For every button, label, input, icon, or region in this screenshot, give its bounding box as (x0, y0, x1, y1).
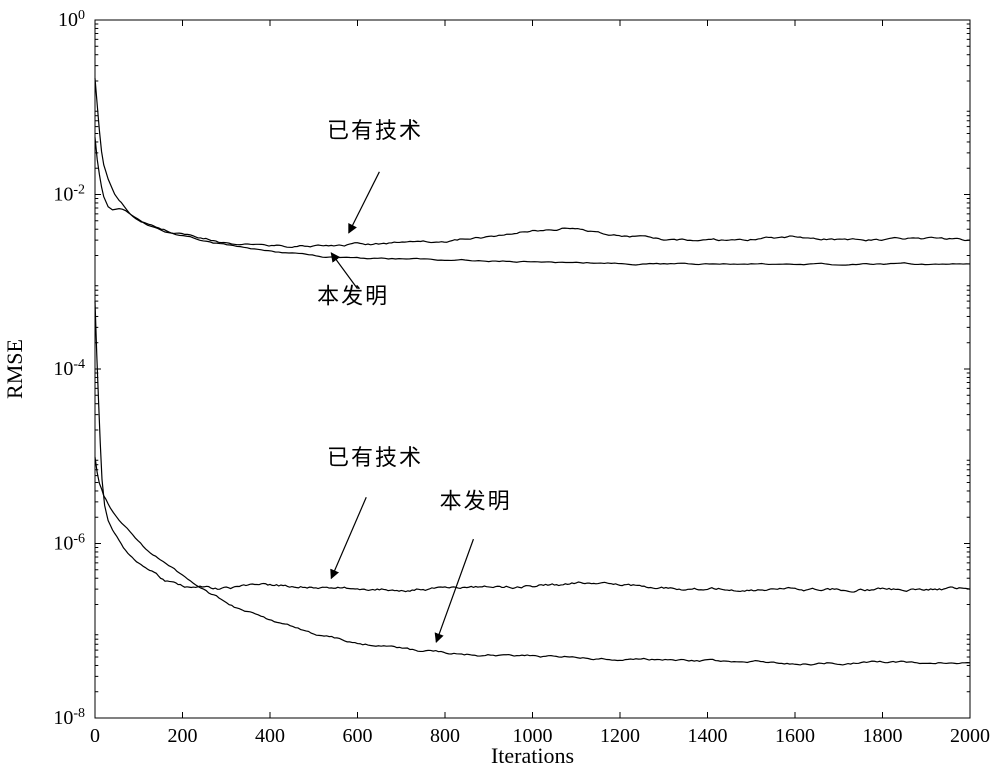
x-tick-label: 800 (430, 725, 460, 747)
x-tick-label: 2000 (950, 725, 990, 747)
annotation-label: 本发明 (440, 489, 512, 514)
x-tick-label: 1400 (688, 725, 728, 747)
x-tick-label: 1800 (863, 725, 903, 747)
annotation-label: 已有技术 (327, 118, 423, 143)
x-tick-label: 200 (168, 725, 198, 747)
x-axis-label: Iterations (491, 743, 574, 768)
x-tick-label: 1600 (775, 725, 815, 747)
x-tick-label: 600 (343, 725, 373, 747)
plot-border (95, 20, 970, 718)
annotation-label: 本发明 (317, 284, 389, 309)
x-tick-label: 1200 (600, 725, 640, 747)
y-axis-label: RMSE (2, 339, 27, 399)
chart-svg: 0200400600800100012001400160018002000Ite… (0, 0, 1000, 773)
annotation-label: 已有技术 (327, 445, 423, 470)
chart-container: 0200400600800100012001400160018002000Ite… (0, 0, 1000, 773)
x-tick-label: 400 (255, 725, 285, 747)
x-tick-label: 0 (90, 725, 100, 747)
